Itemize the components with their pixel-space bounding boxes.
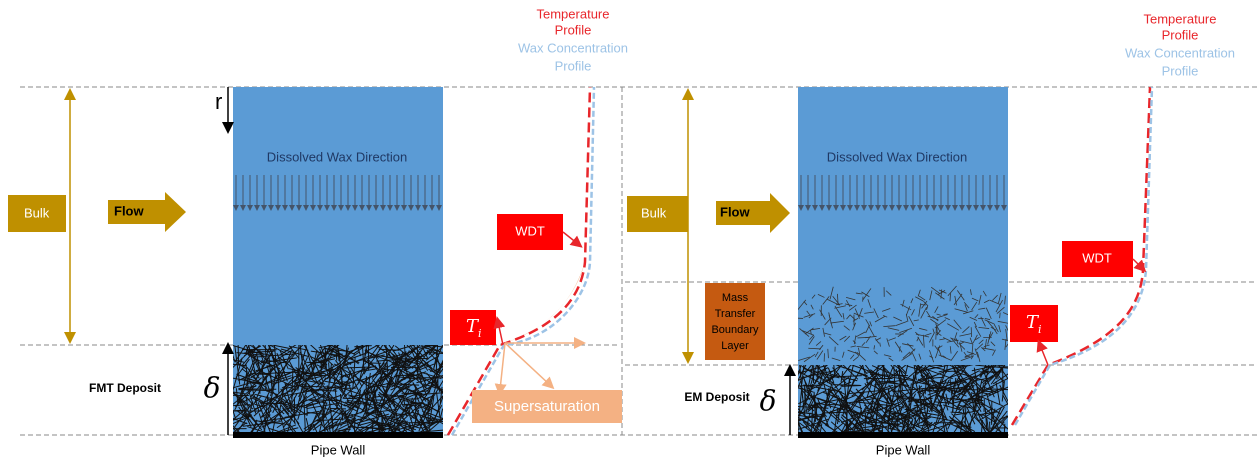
label: Transfer — [715, 308, 756, 320]
label: Layer — [721, 340, 749, 352]
arrow — [563, 232, 578, 244]
stroke — [825, 412, 847, 413]
label: Wax Concentration — [518, 40, 628, 55]
label: Supersaturation — [494, 398, 600, 415]
label: Boundary — [711, 324, 759, 336]
stroke — [950, 293, 951, 301]
label: Dissolved Wax Direction — [827, 149, 967, 164]
concentration-profile — [452, 87, 594, 435]
label: Bulk — [24, 205, 50, 220]
label: Dissolved Wax Direction — [267, 149, 407, 164]
label: Profile — [555, 22, 592, 37]
label: FMT Deposit — [89, 381, 161, 395]
label: Pipe Wall — [311, 442, 366, 457]
label: Profile — [1162, 63, 1199, 78]
arrow — [1040, 345, 1048, 365]
bulk-fluid — [233, 87, 443, 345]
temperature-profile — [448, 87, 590, 435]
label: Mass — [722, 292, 749, 304]
diagram: Dissolved Wax Direction r Bulk Flow FMT … — [0, 0, 1257, 465]
label: WDT — [1082, 250, 1112, 265]
label: WDT — [515, 223, 545, 238]
label: Profile — [555, 58, 592, 73]
label: Flow — [114, 203, 144, 218]
label: EM Deposit — [684, 390, 749, 404]
stroke — [936, 327, 937, 340]
arrows — [498, 322, 580, 390]
pipe-wall-bar — [233, 432, 443, 438]
label: Temperature — [1144, 11, 1217, 26]
label: Bulk — [641, 205, 667, 220]
label: δ — [204, 372, 221, 405]
pipe-wall-bar — [798, 432, 1008, 438]
label: Flow — [720, 204, 750, 219]
label: i — [478, 327, 482, 340]
arrow — [1133, 259, 1142, 268]
label: Temperature — [537, 6, 610, 21]
label: Profile — [1162, 27, 1199, 42]
label: i — [1038, 323, 1042, 336]
label: r — [215, 89, 222, 114]
label: Wax Concentration — [1125, 45, 1235, 60]
label: δ — [760, 385, 777, 418]
stroke — [1000, 313, 1001, 319]
label: Pipe Wall — [876, 442, 931, 457]
